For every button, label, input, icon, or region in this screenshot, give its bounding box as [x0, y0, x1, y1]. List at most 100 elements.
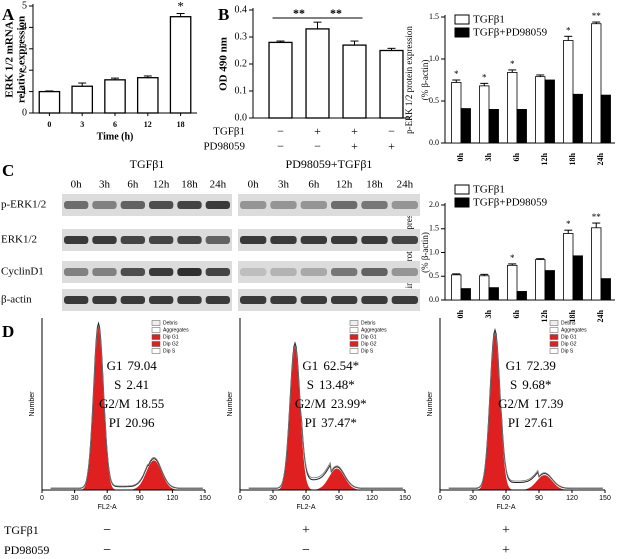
histogram-model — [448, 331, 603, 489]
bar — [563, 233, 574, 301]
y-tick-label: 0.1 — [235, 85, 248, 96]
bar — [38, 90, 61, 114]
bar — [479, 275, 490, 301]
stat-value: 20.96 — [125, 415, 155, 430]
legend-label: Dip G2 — [163, 341, 179, 347]
legend-label: Dip S — [361, 348, 374, 354]
blot-band — [331, 236, 358, 244]
blot-band — [92, 296, 117, 304]
condition-label: TGFβ1 — [213, 126, 245, 138]
lane-label: 12h — [153, 179, 170, 191]
stat-value: 2.41 — [126, 377, 149, 392]
stat-name: PI — [109, 415, 121, 430]
bar — [563, 40, 574, 144]
legend-swatch — [349, 341, 359, 347]
significance: * — [482, 72, 487, 82]
y-axis-label: Cyclin D1 protein expression — [404, 199, 414, 305]
blot-band — [391, 236, 418, 244]
x-tick-label: 0h — [456, 152, 465, 161]
histogram-model — [248, 344, 403, 489]
blot-band — [300, 268, 327, 276]
y-tick-label: 1.5 — [429, 224, 439, 233]
blot-band — [177, 236, 202, 244]
x-axis-label: FL2-A — [496, 504, 515, 511]
stat-line: G1 72.39 — [506, 358, 556, 373]
g2-fill — [50, 460, 203, 490]
g1-fill — [248, 344, 403, 490]
stat-value: 17.39 — [534, 396, 563, 411]
bar — [460, 288, 471, 301]
y-tick-label: 0.5 — [429, 271, 439, 280]
blot-band — [149, 236, 174, 244]
blot-band — [120, 201, 145, 209]
stat-value: 62.54* — [323, 358, 359, 373]
stat-line: G2/M 17.39 — [498, 396, 563, 411]
condition-sign: − — [302, 543, 310, 558]
bar — [479, 85, 490, 144]
legend-swatch — [454, 197, 470, 208]
blot-band — [331, 268, 358, 276]
bar — [535, 76, 546, 144]
lane-label: 24h — [397, 179, 414, 191]
bar — [104, 79, 126, 114]
comparison-label: ** — [330, 6, 342, 20]
legend-label: Dip G1 — [361, 334, 377, 340]
legend-label: Dip G1 — [561, 334, 577, 340]
blot-band — [64, 296, 89, 304]
bar — [591, 227, 602, 301]
bar — [136, 77, 159, 114]
y-tick-label: 0.0 — [235, 112, 248, 123]
stat-name: PI — [508, 415, 520, 430]
legend-swatch — [349, 320, 359, 326]
condition-sign: − — [103, 523, 111, 538]
blot-band — [177, 201, 202, 209]
stat-name: G2/M — [99, 396, 131, 411]
y-tick-label: 0.0 — [429, 138, 439, 147]
blot-band — [177, 296, 202, 304]
blot-band — [64, 268, 89, 276]
y-tick-label: 2.0 — [429, 200, 439, 209]
condition-sign: − — [277, 139, 284, 153]
bar — [460, 108, 471, 144]
blot-band — [205, 268, 230, 276]
panel-label: B — [218, 5, 229, 24]
blot-row-label: CyclinD1 — [1, 266, 44, 278]
stat-line: G2/M 23.99* — [295, 396, 367, 411]
stat-value: 9.68* — [522, 377, 551, 392]
condition-sign: − — [314, 139, 321, 153]
stat-name: G2/M — [498, 396, 530, 411]
blot-band — [240, 296, 267, 304]
legend-swatch — [349, 348, 359, 354]
blot-band — [391, 296, 418, 304]
blot-band — [300, 296, 327, 304]
legend-label: Aggregates — [361, 327, 387, 333]
lane-label: 24h — [210, 179, 227, 191]
blot-band — [92, 201, 117, 209]
x-tick-label: 60 — [502, 495, 510, 502]
legend-swatch — [151, 327, 161, 333]
lane-label: 6h — [308, 179, 320, 191]
lane-label: 3h — [99, 179, 111, 191]
blot-band — [361, 201, 388, 209]
blot-band — [64, 236, 89, 244]
condition-sign: + — [388, 139, 395, 153]
blot-band — [270, 201, 297, 209]
stat-line: S 13.48* — [307, 377, 355, 392]
x-tick-label: 120 — [366, 495, 378, 502]
condition-sign: + — [302, 523, 310, 538]
y-axis-label: Number — [427, 391, 434, 417]
blot-band — [240, 236, 267, 244]
bar — [600, 94, 611, 144]
blot-band — [270, 296, 297, 304]
x-tick-label: 30 — [469, 495, 477, 502]
blot-strip — [238, 194, 420, 216]
stat-name: S — [307, 377, 314, 392]
legend-label: Aggregates — [163, 327, 189, 333]
significance: ** — [592, 212, 602, 222]
significance: ** — [592, 11, 602, 21]
stat-line: PI 27.61 — [508, 415, 554, 430]
significance: * — [510, 59, 515, 69]
x-tick-label: 6h — [512, 309, 521, 318]
condition-sign: + — [314, 124, 321, 138]
legend-swatch — [549, 348, 559, 354]
